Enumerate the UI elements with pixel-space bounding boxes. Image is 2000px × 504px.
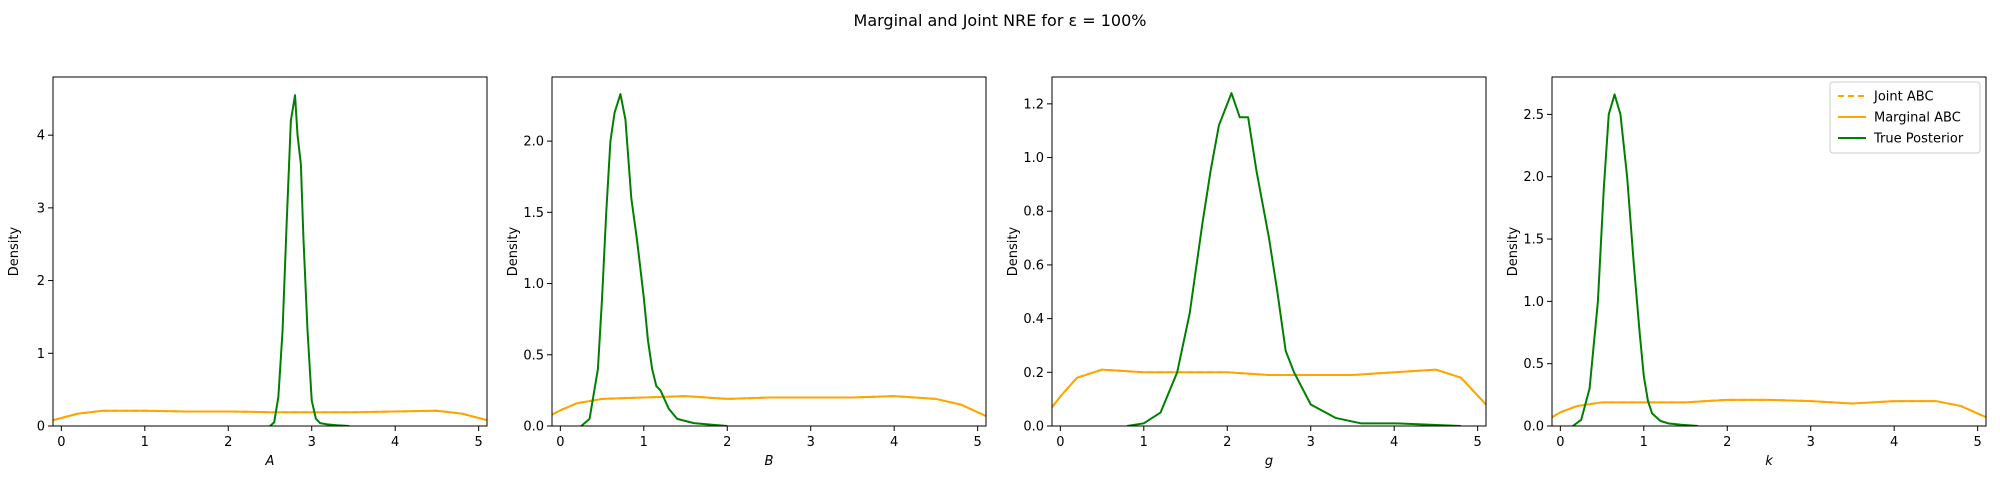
x-tick-label: 5 [1974,435,1982,450]
series-line-true-posterior [1126,92,1462,426]
series-group [1552,93,1986,426]
x-tick-label: 0 [57,435,65,450]
x-tick-label: 3 [1307,435,1315,450]
y-tick-label: 0.2 [1023,366,1044,381]
series-line-joint-abc [53,409,487,422]
series-line-true-posterior [1572,93,1699,426]
y-tick-label: 0 [37,420,45,435]
y-axis-label: Density [1006,226,1021,276]
y-axis-label: Density [1506,226,1521,276]
series-line-marginal-abc [1552,398,1986,419]
y-tick-label: 0.6 [1023,258,1044,273]
panel-B: 0 1 2 3 4 5 0.0 0.5 1.0 1.5 2.0 B Density [506,76,987,469]
series-line-marginal-abc [53,409,487,422]
x-tick-label: 2 [1223,435,1231,450]
x-tick-label: 1 [1640,435,1648,450]
plot-frame [1551,76,1987,427]
y-tick-label: 0.0 [1523,420,1544,435]
x-axis-label: k [1765,454,1773,469]
y-axis-label: Density [7,226,22,276]
panel-k: 0 1 2 3 4 5 0.0 0.5 1.0 1.5 2.0 2.5 k Density [1506,76,1987,469]
series-line-joint-abc [1552,398,1986,419]
y-tick-label: 2.0 [1523,170,1544,185]
y-tick-label: 1.0 [523,277,544,292]
y-tick-label: 0.0 [523,420,544,435]
legend-label: Joint ABC [1873,90,1934,105]
x-tick-label: 5 [974,435,982,450]
y-tick-label: 1.0 [1023,151,1044,166]
y-tick-label: 2.0 [523,135,544,150]
legend-label: Marginal ABC [1874,111,1961,126]
series-line-marginal-abc [552,395,986,417]
x-tick-label: 0 [556,435,564,450]
series-line-joint-abc [552,395,986,417]
x-tick-label: 1 [1140,435,1148,450]
x-tick-label: 4 [1390,435,1398,450]
x-tick-label: 3 [807,435,815,450]
y-tick-label: 4 [37,129,45,144]
x-axis-label: B [765,454,774,469]
x-tick-label: 2 [224,435,232,450]
y-tick-label: 3 [37,201,45,216]
x-tick-label: 1 [640,435,648,450]
figure-title: Marginal and Joint NRE for ε = 100% [854,11,1147,30]
y-tick-label: 2 [37,274,45,289]
panels: 0 1 2 3 4 5 0 1 2 3 4 A Density 0 1 2 3 4 5 0.0 0.5 1.0 1.5 2.0… [7,76,1987,469]
series-line-true-posterior [269,94,350,426]
y-tick-label: 0.5 [523,348,544,363]
panel-A: 0 1 2 3 4 5 0 1 2 3 4 A Density [7,76,488,469]
x-axis-label: g [1265,454,1273,469]
x-tick-label: 2 [723,435,731,450]
x-tick-label: 5 [1474,435,1482,450]
legend-box [1829,81,1981,154]
x-axis-label: A [265,454,275,469]
y-tick-label: 0.5 [1523,357,1544,372]
series-line-joint-abc [1052,368,1486,408]
plot-frame [551,76,987,427]
series-group [1052,92,1486,426]
x-tick-label: 1 [141,435,149,450]
x-tick-label: 4 [1890,435,1898,450]
y-tick-label: 0.4 [1023,312,1044,327]
x-tick-label: 4 [890,435,898,450]
panel-g: 0 1 2 3 4 5 0.0 0.2 0.4 0.6 0.8 1.0 1.2 g Density [1006,76,1487,469]
series-group [53,94,487,426]
x-tick-label: 2 [1723,435,1731,450]
series-group [552,93,986,426]
y-tick-label: 1.5 [523,206,544,221]
legend: Joint ABC Marginal ABC True Posterior [1829,81,1981,154]
y-tick-label: 1.0 [1523,295,1544,310]
x-tick-label: 3 [308,435,316,450]
x-tick-label: 5 [475,435,483,450]
legend-label: True Posterior [1873,132,1964,147]
y-tick-label: 1 [37,347,45,362]
x-tick-label: 0 [1056,435,1064,450]
y-tick-label: 1.5 [1523,233,1544,248]
y-tick-label: 2.5 [1523,108,1544,123]
y-tick-label: 0.0 [1023,420,1044,435]
y-axis-label: Density [506,226,521,276]
y-tick-label: 1.2 [1023,97,1044,112]
y-tick-label: 0.8 [1023,205,1044,220]
series-line-true-posterior [580,93,728,426]
plot-frame [1051,76,1487,427]
x-tick-label: 0 [1556,435,1564,450]
x-tick-label: 3 [1807,435,1815,450]
plot-frame [52,76,488,427]
x-tick-label: 4 [391,435,399,450]
